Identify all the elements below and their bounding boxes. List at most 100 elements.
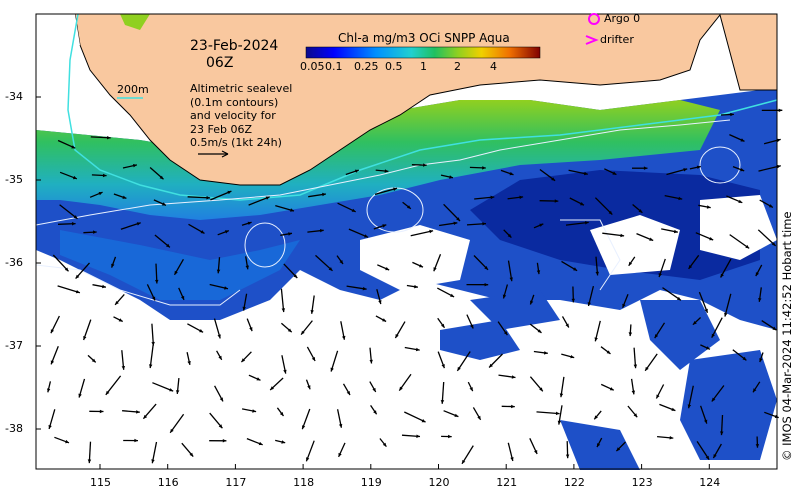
velocity-arrowhead [557, 420, 562, 425]
velocity-arrowhead [242, 306, 246, 311]
latitude-tick-label: -34 [5, 90, 23, 103]
velocity-arrowhead [441, 364, 445, 369]
velocity-arrow [315, 254, 333, 272]
velocity-arrowhead [169, 388, 174, 392]
velocity-arrowhead [48, 425, 52, 429]
velocity-arrowhead [287, 328, 292, 333]
velocity-arrowhead [643, 166, 648, 170]
velocity-arrowhead [645, 366, 649, 371]
longitude-tick-label: 118 [293, 476, 315, 489]
velocity-arrowhead [382, 442, 387, 447]
velocity-arrowhead [709, 237, 714, 241]
velocity-arrowhead [339, 260, 343, 264]
velocity-arrowhead [628, 332, 633, 337]
velocity-arrowhead [608, 210, 613, 215]
velocity-arrowhead [118, 318, 123, 322]
velocity-arrowhead [507, 233, 512, 238]
shelf-waters [36, 100, 720, 220]
velocity-arrow [757, 229, 777, 247]
velocity-arrow [152, 382, 174, 392]
velocity-arrowhead [457, 366, 461, 371]
latitude-tick-label: -38 [5, 422, 23, 435]
velocity-arrowhead [511, 375, 516, 379]
argo-legend-icon [588, 13, 600, 25]
velocity-arrowhead [111, 263, 115, 268]
velocity-arrowhead [71, 145, 76, 149]
map-date: 23-Feb-2024 [190, 38, 279, 54]
velocity-arrowhead [166, 243, 170, 248]
velocity-arrowhead [105, 390, 110, 395]
velocity-arrow [729, 234, 750, 249]
velocity-arrow [57, 285, 81, 294]
velocity-arrowhead [247, 221, 252, 225]
velocity-arrowhead [382, 224, 387, 228]
velocity-arrowhead [143, 414, 148, 419]
velocity-arrowhead [65, 439, 69, 444]
velocity-arrowhead [258, 441, 263, 446]
velocity-arrow [687, 385, 694, 409]
velocity-arrow [149, 344, 154, 369]
velocity-arrowhead [102, 284, 106, 289]
velocity-arrowhead [609, 387, 614, 391]
velocity-arrowhead [720, 273, 724, 278]
velocity-arrow [410, 230, 434, 237]
longitude-tick-label: 120 [428, 476, 450, 489]
velocity-arrow [461, 445, 474, 465]
velocity-arrowhead [351, 208, 356, 212]
velocity-arrowhead [281, 308, 286, 313]
velocity-arrowhead [688, 265, 693, 269]
velocity-arrowhead [503, 331, 508, 336]
velocity-arrowhead [449, 175, 453, 179]
velocity-arrow [280, 288, 285, 313]
velocity-arrowhead [606, 350, 611, 354]
velocity-arrowhead [570, 355, 575, 359]
velocity-arrowhead [778, 108, 783, 113]
altimetry-line: 0.5m/s (1kt 24h) [190, 136, 282, 149]
velocity-arrowhead [364, 234, 369, 238]
longitude-tick-label: 119 [360, 476, 382, 489]
drifter-legend-icon [585, 35, 599, 45]
velocity-arrows [47, 108, 783, 465]
longitude-tick-label: 116 [157, 476, 179, 489]
colorbar-tick: 0.1 [325, 60, 343, 73]
velocity-arrowhead [753, 388, 757, 393]
velocity-arrowhead [328, 267, 333, 271]
velocity-arrowhead [206, 196, 211, 200]
colorbar-title: Chl-a mg/m3 OCi SNPP Aqua [338, 31, 510, 45]
velocity-arrow [594, 197, 613, 216]
velocity-arrowhead [534, 450, 538, 454]
velocity-arrowhead [72, 175, 77, 180]
velocity-arrowhead [594, 337, 598, 342]
velocity-arrowhead [373, 410, 377, 415]
velocity-arrowhead [159, 175, 164, 180]
velocity-arrowhead [519, 195, 524, 200]
velocity-arrowhead [310, 310, 314, 314]
velocity-arrowhead [429, 229, 434, 234]
velocity-arrowhead [75, 274, 80, 279]
velocity-arrowhead [354, 169, 359, 173]
velocity-arrowhead [93, 230, 97, 234]
velocity-arrowhead [301, 330, 305, 335]
velocity-arrowhead [768, 204, 773, 208]
velocity-arrowhead [50, 329, 54, 334]
velocity-arrowhead [711, 333, 715, 338]
velocity-arrowhead [469, 387, 473, 392]
velocity-arrowhead [414, 284, 418, 289]
velocity-arrow [59, 204, 78, 220]
velocity-arrowhead [87, 459, 92, 464]
colorbar-tick: 0.05 [300, 60, 325, 73]
velocity-arrowhead [415, 347, 420, 352]
velocity-arrowhead [628, 261, 633, 266]
velocity-arrowhead [482, 222, 486, 226]
velocity-arrowhead [151, 459, 155, 464]
velocity-arrowhead [393, 187, 397, 191]
velocity-arrowhead [50, 360, 55, 365]
velocity-arrowhead [281, 440, 286, 444]
velocity-arrowhead [536, 270, 541, 275]
velocity-arrowhead [759, 358, 763, 363]
velocity-arrowhead [671, 407, 676, 411]
velocity-arrowhead [419, 264, 423, 268]
velocity-arrowhead [115, 301, 119, 305]
velocity-arrowhead [654, 334, 659, 339]
velocity-arrowhead [730, 112, 734, 117]
